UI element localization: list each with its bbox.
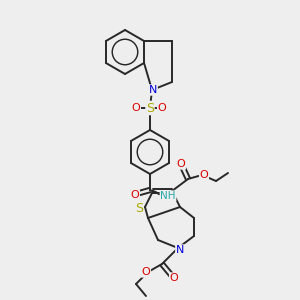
Text: O: O <box>200 170 208 180</box>
Text: N: N <box>149 85 157 95</box>
Text: O: O <box>158 103 166 113</box>
Text: S: S <box>135 202 143 215</box>
Text: NH: NH <box>160 191 176 201</box>
Text: O: O <box>177 159 185 169</box>
Text: N: N <box>176 245 184 255</box>
Text: O: O <box>169 273 178 283</box>
Text: S: S <box>146 101 154 115</box>
Text: O: O <box>132 103 140 113</box>
Text: O: O <box>142 267 150 277</box>
Text: O: O <box>130 190 140 200</box>
